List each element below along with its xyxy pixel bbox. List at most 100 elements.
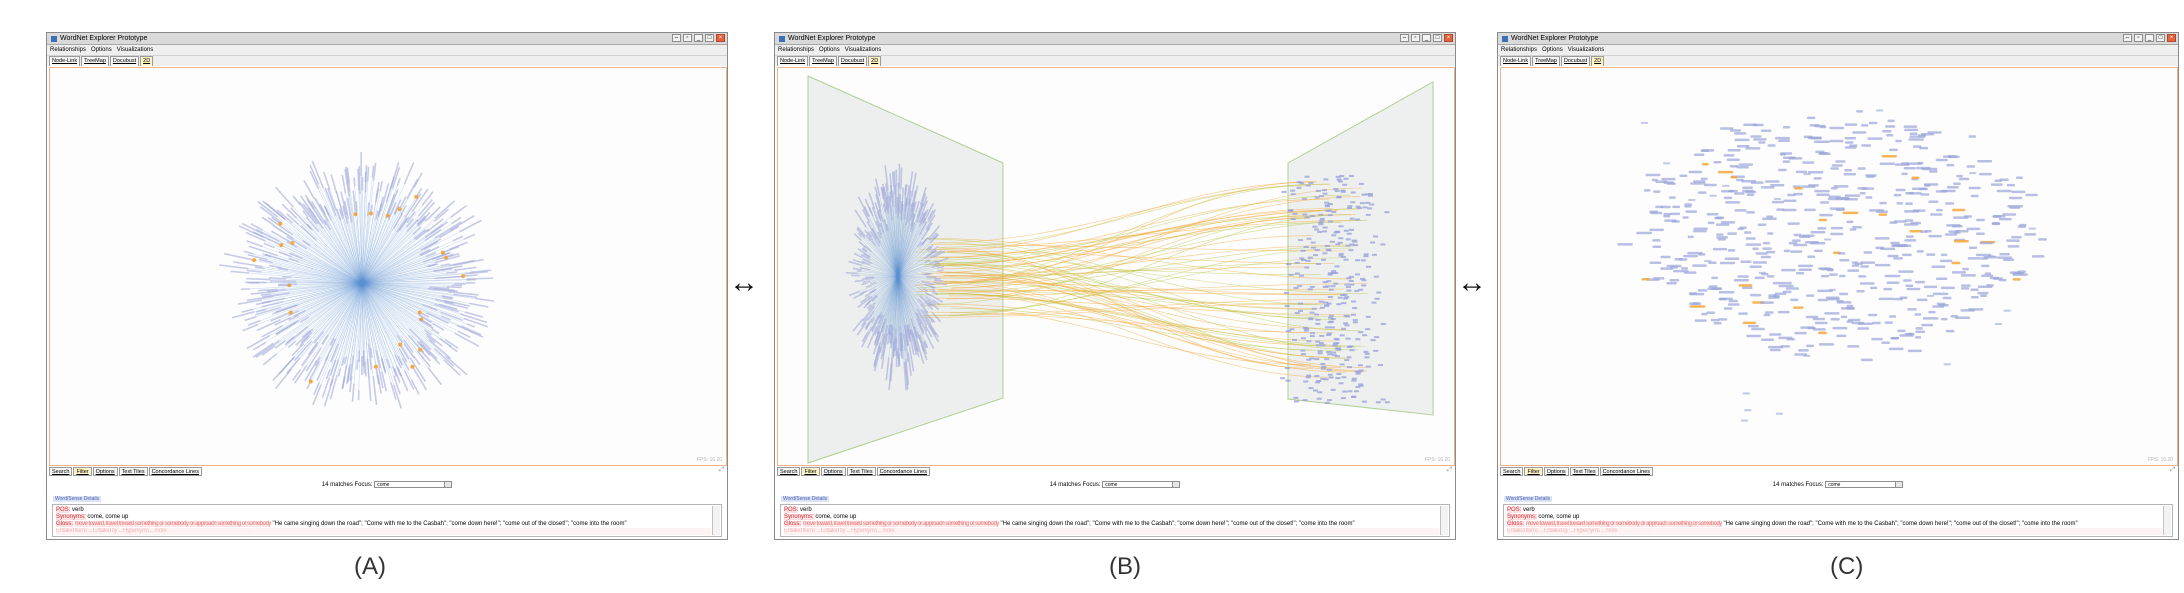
tree-leaf-node (910, 213, 916, 230)
tab-concordance-lines[interactable]: Concordance Lines (148, 467, 202, 476)
visualization-canvas[interactable]: FPS: 16.20 (1500, 67, 2178, 466)
focus-dropdown[interactable]: come (1102, 481, 1181, 488)
word-node (1760, 255, 1771, 259)
expand-icon[interactable]: ⤢ (719, 467, 724, 473)
tab-concordance-lines[interactable]: Concordance Lines (1599, 467, 1653, 476)
tab-2d[interactable]: 2D (1591, 56, 1605, 66)
radial-tree-graph[interactable] (50, 68, 726, 465)
tab-treemap[interactable]: TreeMap (1532, 56, 1560, 66)
tree-edge (346, 282, 363, 365)
pin-icon[interactable]: ⇔ (672, 34, 681, 42)
tab-docubust[interactable]: Docubust (837, 56, 868, 66)
tree-leaf-node (258, 288, 278, 292)
menu-relationships[interactable]: Relationships (778, 47, 815, 53)
tree-edge (361, 282, 464, 319)
details-scrollbar[interactable] (712, 506, 720, 535)
tab-docubust[interactable]: Docubust (1560, 56, 1591, 66)
tab-search[interactable]: Search (1500, 467, 1524, 476)
expand-icon[interactable]: ⤢ (2170, 467, 2175, 473)
menu-options[interactable]: Options (1542, 47, 1563, 53)
tab-filter[interactable]: Filter (1524, 467, 1543, 476)
menu-visualizations[interactable]: Visualizations (1567, 47, 1605, 53)
tree-edge (897, 224, 907, 277)
tree-leaf-node (429, 286, 450, 290)
word-node (1664, 219, 1677, 222)
maximize-icon[interactable]: □ (705, 34, 714, 42)
details-panel: POS: verb Synonyms: come, come up Gloss:… (1503, 504, 2173, 537)
pin-icon[interactable]: ⇔ (1400, 34, 1409, 42)
tree-leaf-node (919, 295, 932, 307)
minimize-icon[interactable]: _ (694, 34, 703, 42)
word-node (1766, 275, 1775, 278)
word-node (1319, 306, 1325, 309)
tab-docubust[interactable]: Docubust (109, 56, 140, 66)
tree-edge (866, 251, 899, 277)
pin-icon[interactable]: ⇔ (2123, 34, 2132, 42)
tab-treemap[interactable]: TreeMap (809, 56, 837, 66)
tab-2d[interactable]: 2D (140, 56, 154, 66)
details-scrollbar[interactable] (1440, 506, 1448, 535)
tree-leaf-node (920, 344, 928, 361)
word-node (1717, 238, 1726, 241)
restore-icon[interactable]: ▫ (683, 34, 692, 42)
details-scrollbar[interactable] (2163, 506, 2171, 535)
expand-icon[interactable]: ⤢ (1447, 467, 1452, 473)
maximize-icon[interactable]: □ (2156, 34, 2165, 42)
tab-search[interactable]: Search (49, 467, 73, 476)
close-icon[interactable]: × (716, 34, 725, 42)
close-icon[interactable]: × (2167, 34, 2176, 42)
tree-edge (361, 282, 379, 376)
tree-leaf-node (882, 333, 889, 358)
maximize-icon[interactable]: □ (1433, 34, 1442, 42)
app-icon (1502, 35, 1508, 42)
menu-options[interactable]: Options (819, 47, 840, 53)
word-cloud-graph[interactable] (1501, 68, 2177, 465)
close-icon[interactable]: × (1444, 34, 1453, 42)
tree-leaf-node (867, 231, 873, 238)
tab-options[interactable]: Options (820, 467, 846, 476)
tree-leaf-node (864, 229, 873, 241)
restore-icon[interactable]: ▫ (2134, 34, 2143, 42)
restore-icon[interactable]: ▫ (1411, 34, 1420, 42)
dropdown-arrow-icon[interactable] (1895, 482, 1903, 487)
word-node (1700, 177, 1708, 181)
tree-edge (871, 212, 899, 277)
tab-text-tiles[interactable]: Text Tiles (118, 467, 148, 476)
tab-options[interactable]: Options (92, 467, 118, 476)
tab-treemap[interactable]: TreeMap (81, 56, 109, 66)
word-node (1843, 172, 1857, 176)
menu-relationships[interactable]: Relationships (1501, 47, 1538, 53)
tree-edge (897, 218, 913, 277)
tree-edge (897, 275, 935, 281)
focus-dropdown[interactable]: come (374, 481, 453, 488)
tab-2d[interactable]: 2D (868, 56, 882, 66)
focus-dropdown[interactable]: come (1825, 481, 1904, 488)
tab-text-tiles[interactable]: Text Tiles (846, 467, 876, 476)
minimize-icon[interactable]: _ (1422, 34, 1431, 42)
tab-filter[interactable]: Filter (73, 467, 92, 476)
dropdown-arrow-icon[interactable] (444, 482, 452, 487)
tab-concordance-lines[interactable]: Concordance Lines (876, 467, 930, 476)
word-node (1299, 182, 1305, 185)
tree-edge (893, 275, 899, 342)
tab-node-link[interactable]: Node-Link (777, 56, 809, 66)
tab-node-link[interactable]: Node-Link (1500, 56, 1532, 66)
tab-options[interactable]: Options (1543, 467, 1569, 476)
tree-leaf-node (329, 374, 338, 400)
tree-edge (897, 275, 929, 327)
visualization-canvas[interactable]: FPS: 16.20 (777, 67, 1455, 466)
tab-filter[interactable]: Filter (801, 467, 820, 476)
dropdown-arrow-icon[interactable] (1172, 482, 1180, 487)
menu-relationships[interactable]: Relationships (50, 47, 87, 53)
menu-visualizations[interactable]: Visualizations (116, 47, 154, 53)
tree-edge (891, 275, 899, 364)
tab-node-link[interactable]: Node-Link (49, 56, 81, 66)
linked-planes-graph[interactable] (778, 68, 1454, 465)
visualization-canvas[interactable]: FPS: 16.20 (49, 67, 727, 466)
minimize-icon[interactable]: _ (2145, 34, 2154, 42)
menu-options[interactable]: Options (91, 47, 112, 53)
tab-search[interactable]: Search (777, 467, 801, 476)
menu-visualizations[interactable]: Visualizations (844, 47, 882, 53)
tab-text-tiles[interactable]: Text Tiles (1569, 467, 1599, 476)
tree-leaf-node (870, 317, 876, 324)
